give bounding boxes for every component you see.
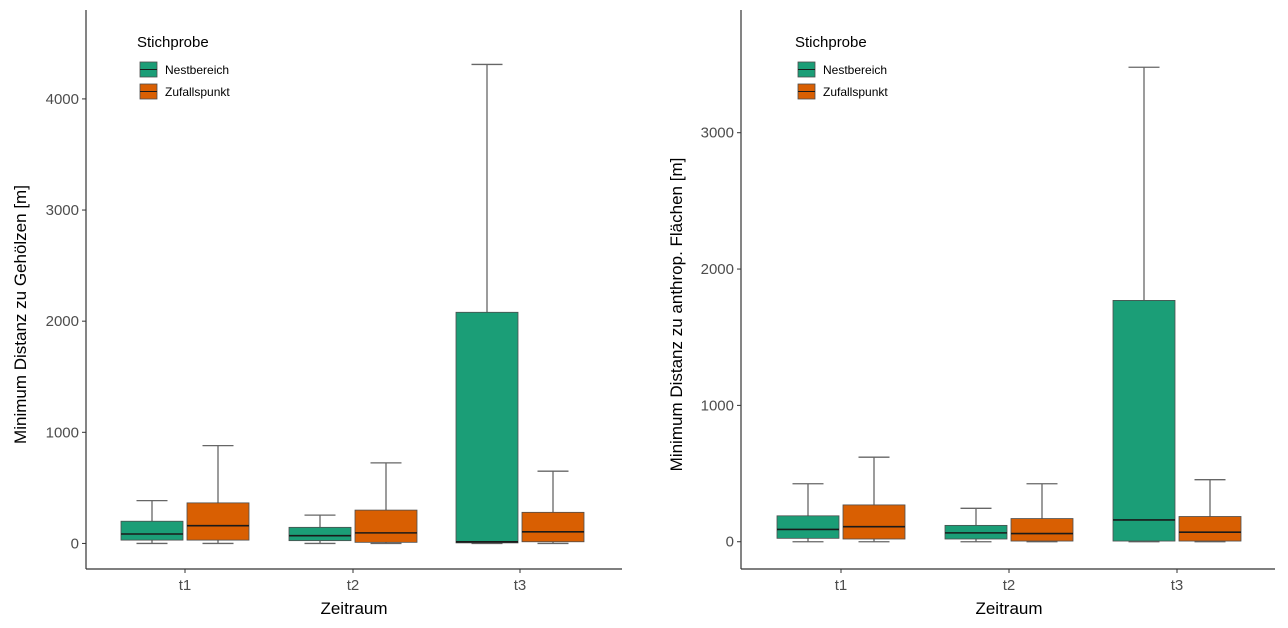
box-zufallspunkt-t2 — [354, 509, 418, 543]
box-nestbereich-t3 — [455, 311, 519, 544]
box-nestbereich-t2 — [288, 526, 352, 542]
y-axis-title: Minimum Distanz zu Gehölzen [m] — [11, 185, 30, 444]
y-tick-label: 3000 — [701, 125, 734, 142]
y-tick-label: 2000 — [46, 313, 79, 330]
y-tick-label: 1000 — [46, 424, 79, 441]
box-zufallspunkt-t1 — [186, 502, 250, 541]
y-tick-label: 4000 — [46, 91, 79, 108]
y-tick-label: 0 — [71, 535, 79, 552]
y-tick-label: 1000 — [701, 397, 734, 414]
x-tick-label: t2 — [347, 577, 360, 594]
legend-title: Stichprobe — [795, 34, 867, 51]
box-zufallspunkt-t1 — [842, 504, 906, 540]
y-tick-label: 2000 — [701, 261, 734, 278]
box-nestbereich-t3 — [1112, 300, 1176, 542]
legend-label: Nestbereich — [823, 63, 887, 77]
x-tick-label: t3 — [514, 577, 527, 594]
right-boxplot-panel: 0 1000 2000 3000 t1 t2 t3 Zeitraum Minimum Dista… — [667, 10, 1275, 618]
y-tick-label: 0 — [726, 534, 734, 551]
left-boxplot-panel: 0 1000 2000 3000 4000 t1 t2 t3 Zeitraum Minimum D… — [11, 10, 622, 618]
x-tick-label: t3 — [1171, 577, 1184, 594]
box-zufallspunkt-t3 — [521, 511, 585, 543]
box-zufallspunkt-t2 — [1010, 518, 1074, 542]
x-axis-title: Zeitraum — [975, 599, 1042, 618]
x-tick-label: t1 — [835, 577, 848, 594]
legend-label: Nestbereich — [165, 63, 229, 77]
box-nestbereich-t1 — [776, 515, 840, 539]
legend-label: Zufallspunkt — [165, 85, 230, 99]
legend-title: Stichprobe — [137, 34, 209, 51]
box-zufallspunkt-t3 — [1178, 516, 1242, 542]
x-tick-label: t2 — [1003, 577, 1016, 594]
x-tick-label: t1 — [179, 577, 192, 594]
y-axis-title: Minimum Distanz zu anthrop. Flächen [m] — [667, 158, 686, 472]
y-tick-label: 3000 — [46, 202, 79, 219]
x-axis-title: Zeitraum — [320, 599, 387, 618]
box-nestbereich-t1 — [120, 520, 184, 541]
legend-label: Zufallspunkt — [823, 85, 888, 99]
